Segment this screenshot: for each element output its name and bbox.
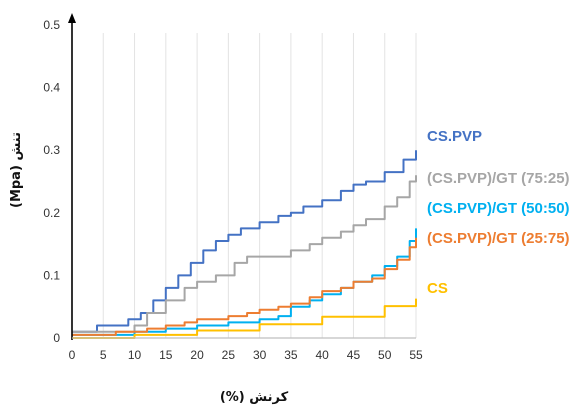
y-tick-label: 0.2 [43, 206, 60, 220]
tick-labels: 0 5 10 15 20 25 30 35 40 45 50 55 0 0.1 0.2 0.3 0.4 0.5 [43, 18, 423, 362]
x-tick-label: 45 [347, 348, 361, 362]
y-axis-label: (Mpa) تنش [9, 132, 24, 208]
x-tick-label: 5 [100, 348, 107, 362]
series-line-1 [72, 175, 417, 333]
y-tick-label: 0 [53, 331, 60, 345]
y-tick-label: 0.5 [43, 18, 60, 32]
legend: CS.PVP (CS.PVP)/GT (75:25) (CS.PVP)/GT (50… [427, 128, 570, 297]
legend-label-3: (CS.PVP)/GT (25:75) [427, 230, 570, 247]
x-tick-label: 15 [159, 348, 173, 362]
series-line-4 [72, 298, 417, 339]
x-tick-label: 20 [190, 348, 204, 362]
x-tick-label: 10 [128, 348, 142, 362]
y-axis-arrow [68, 13, 76, 23]
y-tick-label: 0.1 [43, 268, 60, 282]
x-tick-label: 55 [409, 348, 423, 362]
x-tick-label: 25 [222, 348, 236, 362]
x-tick-label: 35 [284, 348, 298, 362]
series-lines [72, 150, 417, 339]
x-tick-label: 50 [378, 348, 392, 362]
legend-label-2: (CS.PVP)/GT (50:50) [427, 200, 570, 217]
series-line-3 [72, 237, 417, 336]
x-tick-label: 30 [253, 348, 267, 362]
legend-label-4: CS [427, 280, 448, 297]
legend-label-0: CS.PVP [427, 128, 482, 145]
y-tick-label: 0.3 [43, 143, 60, 157]
x-tick-label: 0 [69, 348, 76, 362]
series-line-0 [72, 150, 417, 333]
legend-label-1: (CS.PVP)/GT (75:25) [427, 170, 570, 187]
x-tick-label: 40 [316, 348, 330, 362]
y-tick-label: 0.4 [43, 81, 60, 95]
grid-lines [102, 33, 417, 338]
axes [68, 13, 416, 340]
x-axis-label: (%) کرنش [220, 390, 289, 405]
